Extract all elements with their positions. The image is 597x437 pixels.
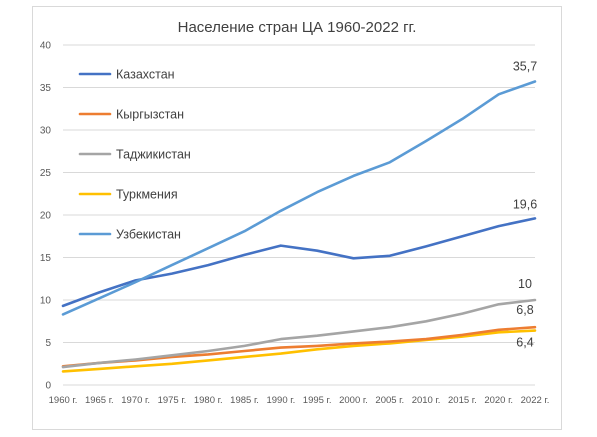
series-line-4 <box>61 80 537 316</box>
x-tick-label: 2015 г. <box>448 395 477 406</box>
y-tick-label: 0 <box>45 381 51 392</box>
x-tick-label: 2022 г. <box>521 395 550 406</box>
end-data-label: 35,7 <box>513 60 537 74</box>
legend-label: Таджикистан <box>116 148 191 162</box>
data-labels: 19,6 6,8 10 6,4 35,7 <box>513 60 537 350</box>
y-tick-label: 15 <box>40 253 52 264</box>
end-data-label: 19,6 <box>513 197 537 211</box>
x-tick-label: 1975 г. <box>158 395 187 406</box>
end-data-label: 6,4 <box>516 336 533 350</box>
x-tick-label: 1985 г. <box>230 395 259 406</box>
end-data-label: 6,8 <box>516 303 533 317</box>
series-line-3 <box>61 329 537 373</box>
y-tick-label: 25 <box>40 168 52 179</box>
y-tick-label: 5 <box>45 338 51 349</box>
y-tick-label: 20 <box>40 211 52 222</box>
series-line-2 <box>61 298 537 369</box>
x-tick-label: 2005 г. <box>375 395 404 406</box>
x-tick-label: 1960 г. <box>49 395 78 406</box>
x-tick-label: 1995 г. <box>303 395 332 406</box>
legend: Казахстан Кыргызстан Таджикистан Туркмения У… <box>78 68 191 242</box>
x-tick-label: 1970 г. <box>121 395 150 406</box>
x-tick-label: 2010 г. <box>412 395 441 406</box>
legend-label: Туркмения <box>116 188 178 202</box>
x-tick-label: 1965 г. <box>85 395 114 406</box>
x-tick-label: 2000 г. <box>339 395 368 406</box>
x-axis-ticks: 1960 г. 1965 г. 1970 г. 1975 г. 1980 г. 1985 … <box>49 395 550 406</box>
x-tick-label: 1980 г. <box>194 395 223 406</box>
x-tick-label: 2020 г. <box>484 395 513 406</box>
line-chart: Население стран ЦА 1960-2022 гг. 0 5 10 15 2… <box>40 19 550 406</box>
y-tick-label: 40 <box>40 41 52 52</box>
y-tick-label: 10 <box>40 296 52 307</box>
chart-title: Население стран ЦА 1960-2022 гг. <box>178 19 417 36</box>
legend-label: Узбекистан <box>116 228 181 242</box>
gridlines <box>63 44 535 386</box>
y-tick-label: 30 <box>40 126 52 137</box>
legend-label: Кыргызстан <box>116 108 184 122</box>
end-data-label: 10 <box>518 277 532 291</box>
chart-container: Население стран ЦА 1960-2022 гг. 0 5 10 15 2… <box>32 6 562 430</box>
series-lines <box>61 80 537 373</box>
y-axis-ticks: 0 5 10 15 20 25 30 35 40 <box>40 41 52 392</box>
x-tick-label: 1990 г. <box>266 395 295 406</box>
y-tick-label: 35 <box>40 83 52 94</box>
legend-label: Казахстан <box>116 68 175 82</box>
